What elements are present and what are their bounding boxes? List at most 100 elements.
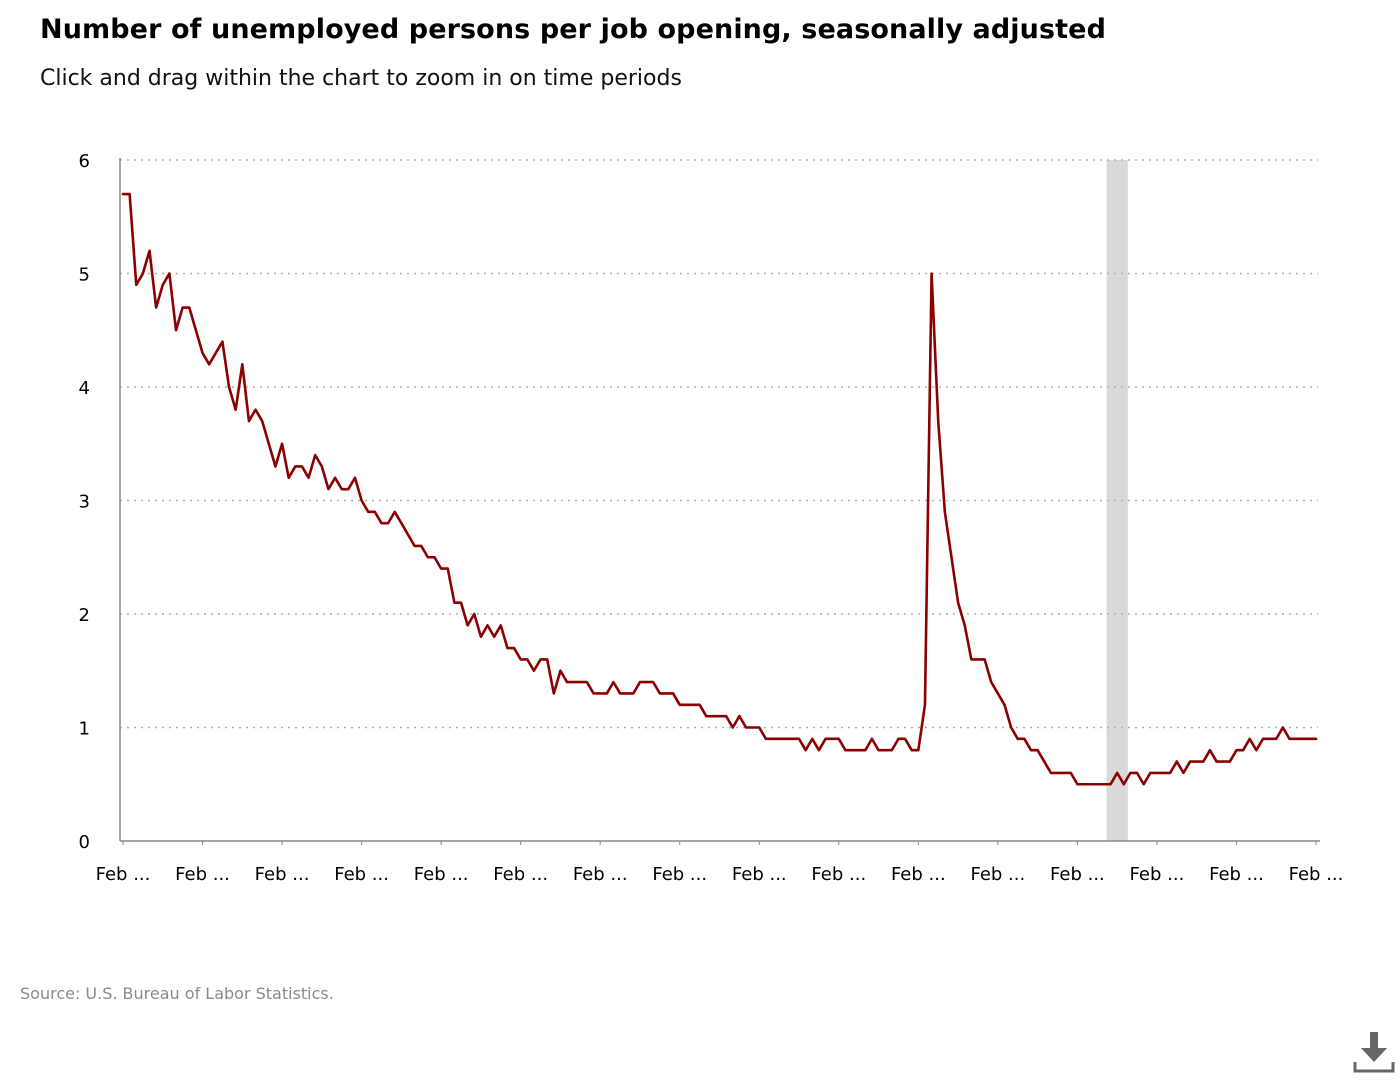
data-point[interactable] (1181, 770, 1186, 775)
data-point[interactable] (604, 691, 609, 696)
data-point[interactable] (1307, 736, 1312, 741)
data-point[interactable] (273, 464, 278, 469)
data-point[interactable] (478, 634, 483, 639)
data-point[interactable] (1095, 782, 1100, 787)
data-point[interactable] (883, 748, 888, 753)
data-point[interactable] (1009, 725, 1014, 730)
data-point[interactable] (836, 736, 841, 741)
data-point[interactable] (863, 748, 868, 753)
data-point[interactable] (246, 419, 251, 424)
data-point[interactable] (1294, 736, 1299, 741)
data-point[interactable] (1101, 782, 1106, 787)
data-point[interactable] (916, 748, 921, 753)
data-point[interactable] (518, 657, 523, 662)
data-point[interactable] (1241, 748, 1246, 753)
data-point[interactable] (896, 736, 901, 741)
data-point[interactable] (1161, 770, 1166, 775)
data-point[interactable] (167, 271, 172, 276)
data-point[interactable] (949, 555, 954, 560)
data-point[interactable] (690, 702, 695, 707)
data-point[interactable] (1022, 736, 1027, 741)
data-point[interactable] (869, 736, 874, 741)
data-point[interactable] (505, 646, 510, 651)
data-point[interactable] (405, 532, 410, 537)
data-point[interactable] (293, 464, 298, 469)
data-point[interactable] (121, 192, 126, 197)
data-point[interactable] (459, 600, 464, 605)
data-point[interactable] (1135, 770, 1140, 775)
data-point[interactable] (392, 509, 397, 514)
data-point[interactable] (584, 680, 589, 685)
data-point[interactable] (174, 328, 179, 333)
data-point[interactable] (903, 736, 908, 741)
data-point[interactable] (1062, 770, 1067, 775)
data-point[interactable] (1048, 770, 1053, 775)
data-point[interactable] (677, 702, 682, 707)
data-point[interactable] (280, 441, 285, 446)
data-point[interactable] (856, 748, 861, 753)
data-point[interactable] (664, 691, 669, 696)
data-point[interactable] (644, 680, 649, 685)
data-point[interactable] (995, 691, 1000, 696)
data-point[interactable] (710, 714, 715, 719)
data-point[interactable] (1207, 748, 1212, 753)
data-point[interactable] (551, 691, 556, 696)
data-point[interactable] (929, 271, 934, 276)
data-point[interactable] (439, 566, 444, 571)
data-point[interactable] (803, 748, 808, 753)
data-point[interactable] (1314, 736, 1319, 741)
data-point[interactable] (1148, 770, 1153, 775)
data-point[interactable] (1174, 759, 1179, 764)
data-point[interactable] (147, 248, 152, 253)
data-point[interactable] (571, 680, 576, 685)
data-point[interactable] (313, 453, 318, 458)
data-point[interactable] (346, 487, 351, 492)
data-point[interactable] (213, 350, 218, 355)
data-point[interactable] (558, 668, 563, 673)
data-point[interactable] (611, 680, 616, 685)
data-point[interactable] (1035, 748, 1040, 753)
data-point[interactable] (730, 725, 735, 730)
data-point[interactable] (1188, 759, 1193, 764)
data-point[interactable] (657, 691, 662, 696)
data-point[interactable] (1260, 736, 1265, 741)
data-point[interactable] (1088, 782, 1093, 787)
data-point[interactable] (465, 623, 470, 628)
data-point[interactable] (200, 350, 205, 355)
data-point[interactable] (1128, 770, 1133, 775)
data-point[interactable] (134, 282, 139, 287)
data-point[interactable] (975, 657, 980, 662)
data-point[interactable] (154, 305, 159, 310)
data-point[interactable] (1227, 759, 1232, 764)
data-point[interactable] (591, 691, 596, 696)
data-point[interactable] (339, 487, 344, 492)
data-point[interactable] (770, 736, 775, 741)
data-point[interactable] (452, 600, 457, 605)
data-point[interactable] (777, 736, 782, 741)
data-point[interactable] (1115, 770, 1120, 775)
data-point[interactable] (717, 714, 722, 719)
data-point[interactable] (1121, 782, 1126, 787)
data-point[interactable] (969, 657, 974, 662)
data-point[interactable] (843, 748, 848, 753)
data-point[interactable] (233, 407, 238, 412)
data-point[interactable] (936, 419, 941, 424)
data-point[interactable] (1280, 725, 1285, 730)
data-point[interactable] (724, 714, 729, 719)
data-point[interactable] (850, 748, 855, 753)
data-point[interactable] (432, 555, 437, 560)
data-point[interactable] (425, 555, 430, 560)
data-point[interactable] (386, 521, 391, 526)
data-point[interactable] (744, 725, 749, 730)
data-point[interactable] (127, 192, 132, 197)
data-point[interactable] (220, 339, 225, 344)
data-point[interactable] (922, 702, 927, 707)
data-point[interactable] (326, 487, 331, 492)
data-point[interactable] (624, 691, 629, 696)
data-point[interactable] (180, 305, 185, 310)
data-point[interactable] (525, 657, 530, 662)
data-point[interactable] (538, 657, 543, 662)
data-point[interactable] (545, 657, 550, 662)
data-point[interactable] (399, 521, 404, 526)
data-point[interactable] (982, 657, 987, 662)
